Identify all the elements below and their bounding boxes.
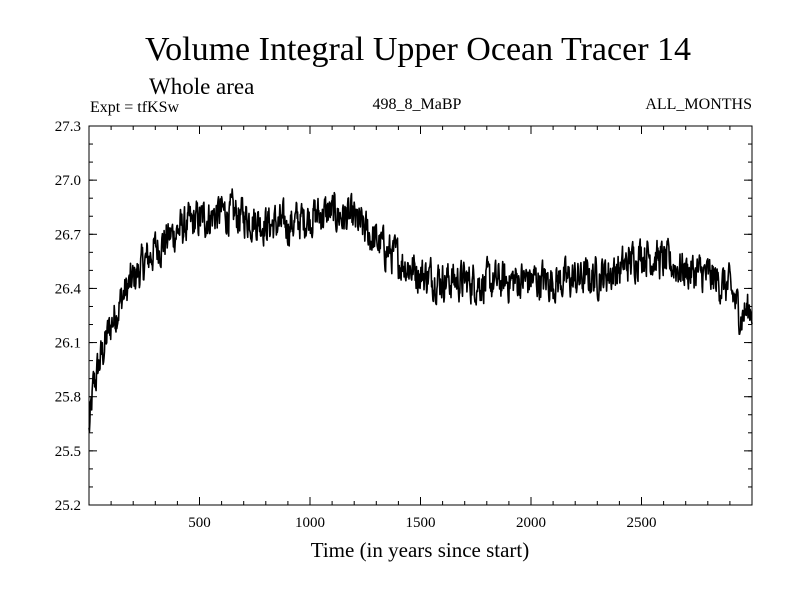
- series-line: [88, 188, 753, 433]
- x-axis: 500 1000 1500 2000 2500: [110, 126, 731, 531]
- chart-title: Volume Integral Upper Ocean Tracer 14: [145, 31, 691, 68]
- chart-subtitle: Whole area: [149, 74, 254, 99]
- experiment-label: Expt = tfKSw: [90, 99, 179, 116]
- y-tick-label: 26.7: [55, 227, 82, 243]
- y-tick-label: 26.1: [55, 336, 81, 352]
- x-tick-label: 1000: [295, 515, 325, 531]
- y-tick-label: 25.2: [55, 498, 81, 514]
- x-axis-label: Time (in years since start): [311, 538, 530, 562]
- y-tick-label: 25.5: [55, 444, 81, 460]
- x-tick-label: 2500: [627, 515, 657, 531]
- x-tick-label: 2000: [516, 515, 546, 531]
- months-label: ALL_MONTHS: [645, 96, 752, 113]
- y-tick-label: 27.0: [55, 173, 81, 189]
- x-tick-label: 1500: [406, 515, 436, 531]
- y-axis: 25.2 25.5 25.8 26.1 26.4 26.7 27.0 27.3: [55, 119, 752, 514]
- plot-frame: [88, 125, 753, 506]
- y-tick-label: 26.4: [55, 281, 82, 297]
- y-tick-label: 27.3: [55, 119, 81, 135]
- y-tick-label: 25.8: [55, 390, 81, 406]
- x-tick-label: 500: [188, 515, 211, 531]
- run-label: 498_8_MaBP: [373, 96, 462, 113]
